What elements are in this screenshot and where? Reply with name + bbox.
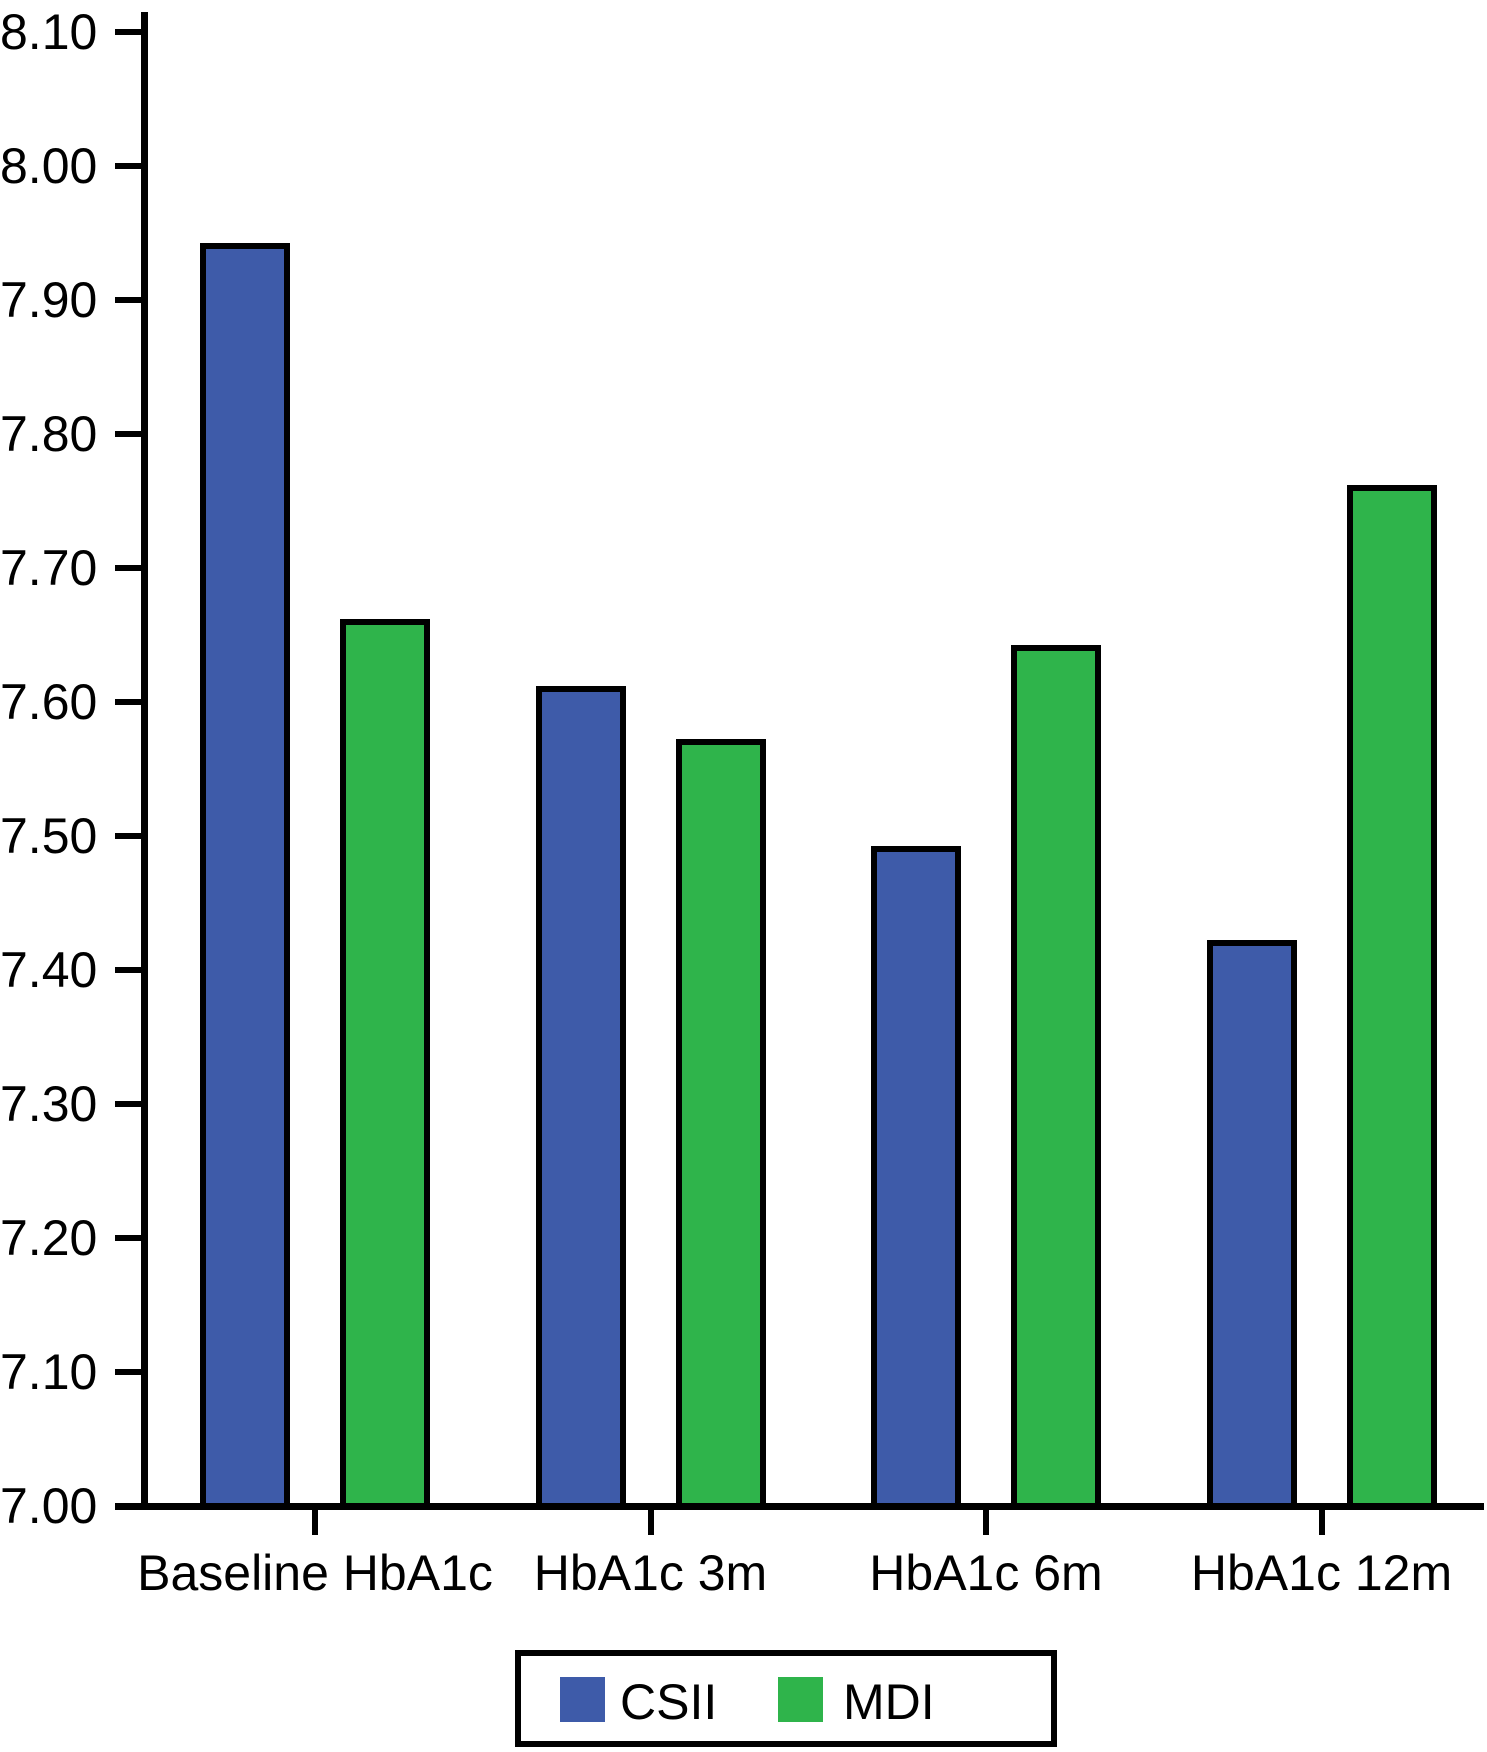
x-category-label: HbA1c 3m xyxy=(533,1545,768,1601)
legend-label-mdi: MDI xyxy=(843,1674,935,1730)
y-axis-line xyxy=(141,12,148,1510)
bar-mdi-4 xyxy=(1346,484,1437,1509)
y-tick-mark xyxy=(115,833,142,839)
y-tick-mark xyxy=(115,1503,142,1509)
y-tick-label: 8.00 xyxy=(0,138,98,194)
y-tick-mark xyxy=(115,1101,142,1107)
x-category-label: HbA1c 6m xyxy=(869,1545,1103,1601)
y-tick-label: 7.10 xyxy=(0,1344,98,1400)
y-tick-label: 7.70 xyxy=(0,540,98,596)
x-category-label: HbA1c 12m xyxy=(1190,1545,1453,1601)
legend-box: CSII MDI xyxy=(515,1650,1057,1747)
legend-swatch-mdi xyxy=(778,1677,823,1722)
bar-csii-1 xyxy=(200,243,290,1509)
y-tick-mark xyxy=(115,297,142,303)
x-axis-line xyxy=(115,1503,1484,1510)
x-tick-mark xyxy=(1318,1509,1325,1535)
y-tick-label: 7.80 xyxy=(0,406,98,462)
y-tick-mark xyxy=(115,565,142,571)
y-tick-mark xyxy=(115,163,142,169)
y-tick-label: 7.30 xyxy=(0,1076,98,1132)
y-tick-mark xyxy=(115,1369,142,1375)
y-tick-label: 7.00 xyxy=(0,1478,98,1534)
y-tick-mark xyxy=(115,1235,142,1241)
y-tick-label: 7.50 xyxy=(0,808,98,864)
legend-label-csii: CSII xyxy=(620,1674,718,1730)
y-tick-label: 7.60 xyxy=(0,674,98,730)
bar-mdi-3 xyxy=(1011,645,1101,1509)
bar-mdi-2 xyxy=(675,739,766,1509)
y-tick-label: 7.20 xyxy=(0,1210,98,1266)
bar-csii-2 xyxy=(535,685,626,1509)
legend-swatch-csii xyxy=(560,1677,605,1722)
y-tick-label: 7.90 xyxy=(0,272,98,328)
y-tick-mark xyxy=(115,29,142,35)
x-tick-mark xyxy=(312,1509,318,1535)
y-tick-mark xyxy=(115,699,142,705)
y-tick-mark xyxy=(115,967,142,973)
y-tick-label: 8.10 xyxy=(0,4,98,60)
bar-mdi-1 xyxy=(340,618,430,1509)
x-tick-mark xyxy=(983,1509,989,1535)
y-tick-label: 7.40 xyxy=(0,942,98,998)
bar-csii-4 xyxy=(1206,940,1297,1509)
bar-csii-3 xyxy=(871,846,961,1509)
x-category-label: Baseline HbA1c xyxy=(137,1545,493,1601)
y-tick-mark xyxy=(115,431,142,437)
x-tick-mark xyxy=(647,1509,654,1535)
